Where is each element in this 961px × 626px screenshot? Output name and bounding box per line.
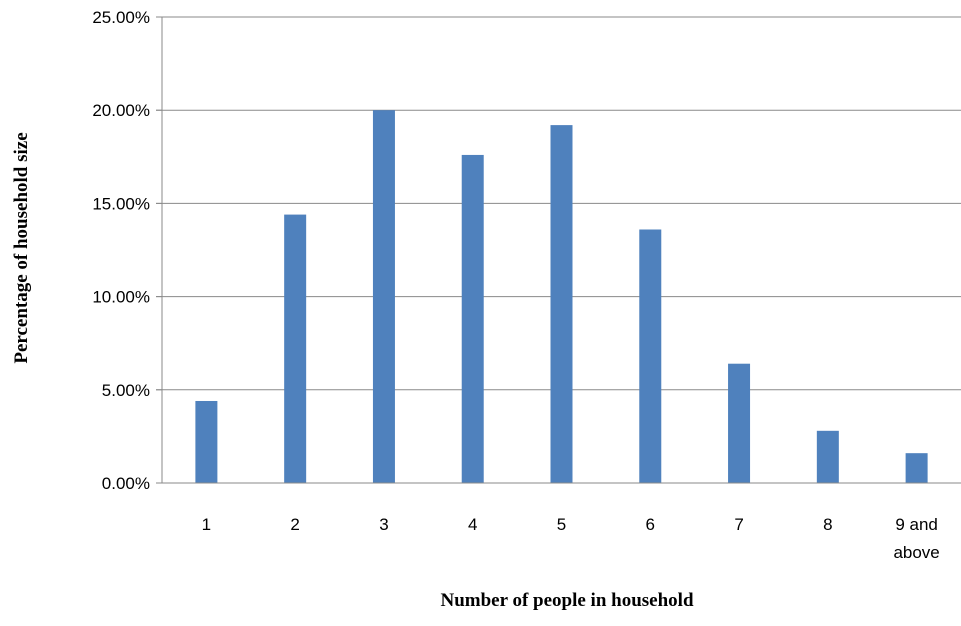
y-tick-labels: 0.00% 5.00% 10.00% 15.00% 20.00% 25.00%: [92, 8, 150, 493]
x-axis-title: Number of people in household: [440, 590, 693, 611]
bar: [372, 110, 395, 483]
y-tick-label: 10.00%: [92, 288, 150, 307]
x-tick-labels: 1 2 3 4 5 6 7 8 9 and above: [202, 515, 940, 562]
bar: [905, 453, 928, 483]
bar: [550, 125, 573, 483]
bar: [639, 229, 662, 483]
y-tick-label: 20.00%: [92, 101, 150, 120]
x-tick-label: 1: [202, 515, 211, 534]
x-tick-label: 4: [468, 515, 477, 534]
x-tick-label: 3: [379, 515, 388, 534]
y-tick-label: 5.00%: [102, 381, 150, 400]
bar: [461, 154, 484, 483]
x-tick-label: 9 and above: [893, 515, 939, 562]
x-tick-label: 6: [646, 515, 655, 534]
y-axis-title: Percentage of household size: [11, 132, 32, 363]
axes: [156, 16, 961, 484]
bars: [195, 110, 928, 484]
bar: [195, 400, 218, 483]
x-tick-label: 2: [290, 515, 299, 534]
x-tick-label: 8: [823, 515, 832, 534]
y-tick-label: 15.00%: [92, 194, 150, 213]
bar: [728, 363, 751, 483]
bar: [284, 214, 307, 484]
x-tick-label: 7: [734, 515, 743, 534]
y-tick-label: 0.00%: [102, 474, 150, 493]
y-tick-label: 25.00%: [92, 8, 150, 27]
x-tick-label: 5: [557, 515, 566, 534]
bar: [816, 430, 839, 483]
